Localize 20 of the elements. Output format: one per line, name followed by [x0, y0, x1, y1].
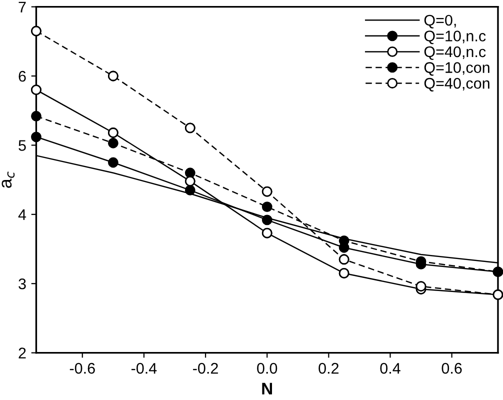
legend-label: Q=0, [424, 14, 456, 28]
x-tick-label: -0.4 [131, 362, 157, 374]
legend-label: Q=40,n.c [424, 46, 486, 60]
x-tick-label: 0.0 [257, 362, 278, 374]
y-tick-label: 5 [18, 140, 26, 151]
x-tick-label: 0.6 [442, 362, 462, 374]
x-tick-label: 0.2 [318, 362, 339, 374]
legend-label: Q=10,con [424, 62, 490, 76]
y-tick-label: 6 [18, 70, 26, 82]
y-tick-label: 3 [18, 278, 26, 290]
x-tick-label: -0.2 [193, 362, 218, 374]
y-tick-label: 2 [18, 348, 26, 358]
x-tick-label: -0.6 [70, 362, 95, 374]
x-tick-label: 0.4 [380, 362, 400, 374]
y-tick-label: 4 [18, 209, 26, 220]
y-tick-label: 7 [18, 2, 26, 12]
legend-label: Q=10,n.c [424, 30, 486, 44]
y-axis-title: a$_{c}$ [2, 172, 15, 188]
legend-label: Q=40,con [424, 78, 490, 92]
x-axis-title: N [262, 382, 272, 394]
